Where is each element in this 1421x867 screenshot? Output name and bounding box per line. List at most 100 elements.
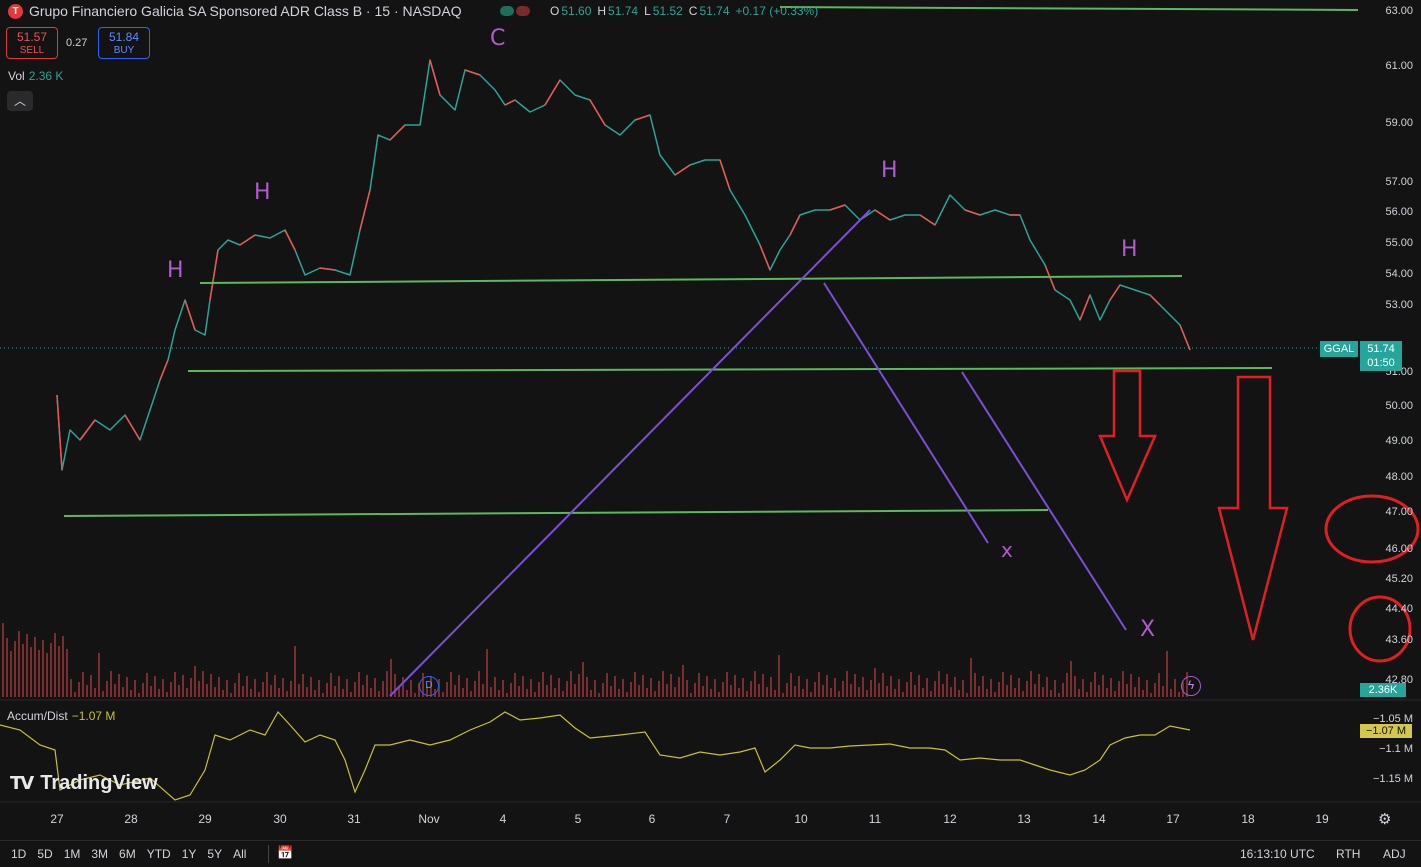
range-1d[interactable]: 1D [11,847,27,861]
time-axis-label: 27 [50,812,64,826]
volume-bar [1166,651,1168,697]
volume-bar [546,685,548,697]
adjust-toggle[interactable]: ADJ [1383,847,1406,861]
lightning-icon[interactable]: ϟ [1181,676,1201,696]
volume-bar [322,693,324,697]
market-status-icon [500,6,514,16]
session-toggle[interactable]: RTH [1336,847,1361,861]
volume-bar [626,692,628,697]
range-5y[interactable]: 5Y [207,847,223,861]
symbol-header[interactable]: T Grupo Financiero Galicia SA Sponsored … [8,3,462,19]
volume-bar [1162,686,1164,697]
volume-bar [666,684,668,697]
volume-bar [410,680,412,697]
range-1y[interactable]: 1Y [181,847,197,861]
range-ytd[interactable]: YTD [146,847,171,861]
volume-bar [1130,674,1132,697]
volume-bar [1082,679,1084,697]
volume-bar [282,678,284,697]
volume-bar [142,683,144,697]
volume-bar [1066,673,1068,697]
volume-bar [62,636,64,697]
volume-bar [542,672,544,697]
volume-bar [906,682,908,697]
accum-dist-legend[interactable]: Accum/Dist −1.07 M [7,709,115,723]
sell-price: 51.57 [16,30,48,44]
volume-bar [842,681,844,697]
range-5d[interactable]: 5D [37,847,53,861]
neckline-lower [187,367,1273,372]
gear-icon[interactable]: ⚙ [1378,811,1392,828]
ohlc-readout: O 51.60 H 51.74 L 51.52 C 51.74 +0.17 (+0.33… [500,4,818,18]
volume-bar [610,686,612,697]
volume-bar [174,672,176,697]
bar-countdown: 01:50 [1367,357,1395,369]
utc-clock[interactable]: 16:13:10 UTC [1240,847,1315,861]
volume-bar [358,672,360,697]
tradingview-logo[interactable]: 𝗧𝗩 TradingView [10,772,158,795]
close-value: 51.74 [699,4,730,18]
volume-bar [718,692,720,697]
price-down-segment [184,299,196,331]
volume-bar [530,679,532,697]
volume-bar [362,685,364,697]
time-axis-label: 14 [1092,812,1106,826]
volume-bar [350,692,352,697]
volume-bar [990,679,992,697]
calendar-icon[interactable]: 📅 [268,845,294,863]
price-down-segment [284,229,296,251]
volume-bar [1154,683,1156,697]
volume-bar [1038,674,1040,697]
volume-bar [922,688,924,697]
volume-bar [902,692,904,697]
range-1m[interactable]: 1M [63,847,81,861]
price-axis-label: 49.00 [1385,435,1413,447]
volume-bar [458,675,460,697]
volume-bar [734,675,736,697]
volume-bar [986,689,988,697]
volume-bar [910,672,912,697]
volume-bar [166,692,168,697]
chevron-up-icon[interactable]: ︿ [7,91,33,111]
volume-bar [798,676,800,697]
trend-line [389,209,871,697]
price-axis-label: 47.00 [1385,506,1413,518]
buy-button[interactable]: 51.84 BUY [98,27,150,59]
volume-bar [338,676,340,697]
range-all[interactable]: All [233,847,247,861]
volume-bar [474,681,476,697]
target-circle-2 [1348,595,1412,663]
time-axis-label: 6 [648,812,656,826]
volume-bar [814,682,816,697]
volume-bar [1118,681,1120,697]
volume-bar [582,662,584,697]
volume-bar [398,687,400,697]
volume-bar [490,687,492,697]
indicator-toggle-icon[interactable] [516,6,530,16]
range-3m[interactable]: 3M [91,847,109,861]
dividend-marker[interactable]: D [419,676,439,696]
volume-legend[interactable]: Vol 2.36 K [8,69,63,83]
volume-bar [946,674,948,697]
open-value: 51.60 [561,4,592,18]
volume-bar [134,680,136,697]
volume-bar [210,674,212,697]
volume-bar [230,693,232,697]
volume-bar [214,687,216,697]
volume-bar [1050,690,1052,697]
volume-bar [102,691,104,697]
current-price-tag: 51.74 01:50 [1360,341,1402,371]
range-6m[interactable]: 6M [119,847,136,861]
volume-bar [682,665,684,697]
sell-button[interactable]: 51.57 SELL [6,27,58,59]
volume-bar [970,658,972,697]
price-down-segment [719,159,731,191]
volume-bar [590,690,592,697]
target-circle-1 [1324,494,1420,564]
volume-bar [394,674,396,697]
price-down-segment [319,267,336,271]
price-axis-label: 45.20 [1385,573,1413,585]
volume-bar [78,682,80,697]
time-axis-label: 28 [124,812,138,826]
